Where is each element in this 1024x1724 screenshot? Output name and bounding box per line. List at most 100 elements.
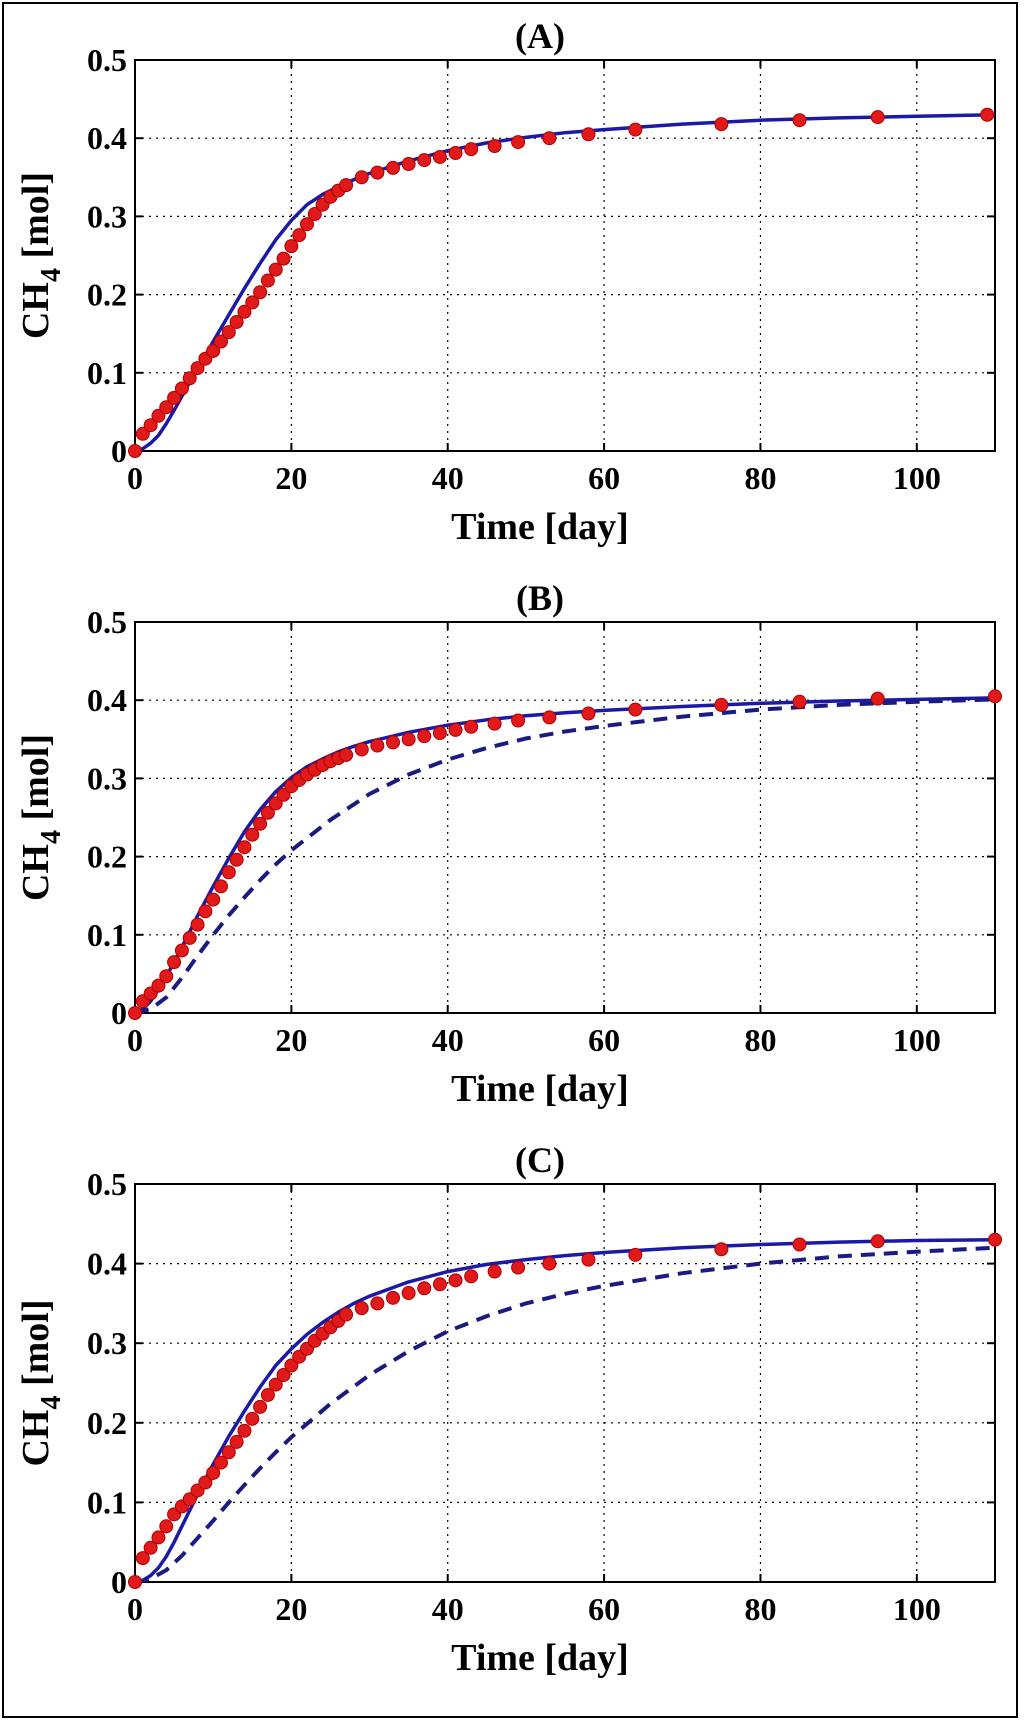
data-point (198, 904, 213, 919)
y-axis-label-subscript: 4 (36, 268, 67, 282)
data-point (300, 217, 314, 232)
data-point (511, 713, 526, 728)
data-point (487, 1264, 502, 1279)
data-point (245, 827, 260, 842)
y-tick-label: 0.1 (87, 1484, 127, 1520)
data-point (542, 710, 557, 725)
data-point (401, 1286, 416, 1301)
data-point (792, 113, 807, 128)
data-point (354, 170, 369, 185)
data-point (401, 157, 416, 172)
data-point (292, 228, 307, 243)
data-point (792, 694, 807, 709)
data-point (174, 943, 189, 958)
y-axis-label-main: CH (15, 844, 57, 901)
x-tick-label: 100 (893, 1022, 941, 1058)
data-point (386, 735, 400, 750)
y-tick-label: 0.3 (87, 760, 127, 796)
data-point (714, 1242, 729, 1257)
x-tick-label: 20 (275, 460, 307, 496)
x-tick-label: 0 (127, 1022, 143, 1058)
x-tick-label: 60 (588, 1591, 620, 1627)
data-point (253, 285, 268, 300)
data-point (542, 131, 557, 146)
y-tick-label: 0.1 (87, 917, 127, 953)
y-axis-label: CH4 [mol] (15, 172, 67, 339)
data-point (229, 852, 244, 867)
data-point (182, 1492, 197, 1507)
data-point (237, 840, 252, 855)
data-point (487, 139, 502, 154)
x-tick-label: 100 (893, 460, 941, 496)
data-point (143, 1540, 158, 1555)
y-tick-label: 0 (111, 1564, 127, 1600)
x-tick-label: 100 (893, 1591, 941, 1627)
y-tick-label: 0.4 (87, 682, 127, 718)
data-point (714, 697, 729, 712)
y-tick-label: 0.4 (87, 1246, 127, 1282)
data-point (370, 738, 385, 753)
data-point (401, 732, 416, 747)
data-point (214, 879, 228, 894)
data-point (151, 408, 166, 423)
data-point (260, 273, 275, 288)
y-tick-label: 0.2 (87, 277, 127, 313)
data-point (417, 1281, 432, 1296)
data-point (206, 343, 221, 358)
data-point (628, 122, 643, 137)
data-point (221, 865, 236, 880)
data-point (464, 719, 479, 734)
data-point (182, 371, 197, 386)
chart-panel-1: (A) 0 20 40 60 80 100 0 0.1 0.2 0.3 0.4 0.5 Time [day… (15, 16, 996, 548)
series-line-solid (134, 696, 996, 1015)
data-point (988, 689, 1002, 704)
data-point (988, 1232, 1002, 1247)
data-point (581, 1252, 596, 1267)
data-point (448, 1273, 463, 1288)
data-point (339, 747, 354, 762)
data-point (198, 1475, 213, 1490)
data-point (432, 1277, 447, 1292)
y-tick-label: 0.4 (87, 120, 127, 156)
y-tick-label: 0.5 (87, 42, 127, 78)
data-point (268, 1377, 283, 1392)
y-tick-label: 0.5 (87, 1166, 127, 1202)
series-line-solid (134, 112, 996, 453)
data-point (237, 304, 252, 319)
data-point (542, 1256, 557, 1271)
y-tick-label: 0.2 (87, 839, 127, 875)
data-point (245, 295, 260, 310)
data-point (128, 1006, 142, 1020)
data-point (260, 805, 275, 820)
data-point (628, 702, 643, 717)
y-axis-label-main: CH (15, 282, 57, 339)
y-axis-label: CH4 [mol] (15, 1299, 67, 1466)
data-point (581, 706, 596, 721)
x-tick-label: 40 (432, 1022, 464, 1058)
data-point (354, 1301, 369, 1316)
data-point (284, 1358, 299, 1373)
data-point (268, 796, 283, 811)
x-tick-label: 80 (744, 1022, 776, 1058)
data-point (487, 716, 502, 731)
y-tick-label: 0.5 (87, 604, 127, 640)
data-point (386, 160, 400, 175)
data-point (792, 1237, 807, 1252)
data-point (159, 400, 174, 415)
series-line-dashed (134, 1245, 996, 1584)
data-point (307, 207, 322, 222)
data-point (167, 955, 182, 970)
data-point (432, 149, 447, 164)
data-point (370, 165, 385, 180)
data-point (151, 1530, 166, 1545)
y-tick-label: 0.2 (87, 1405, 127, 1441)
data-point (143, 418, 158, 433)
y-axis-label-subscript: 4 (36, 830, 67, 844)
data-point (464, 142, 479, 157)
data-point (214, 1455, 228, 1470)
data-point (253, 816, 268, 831)
data-point (253, 1399, 268, 1414)
data-point (260, 1387, 275, 1402)
